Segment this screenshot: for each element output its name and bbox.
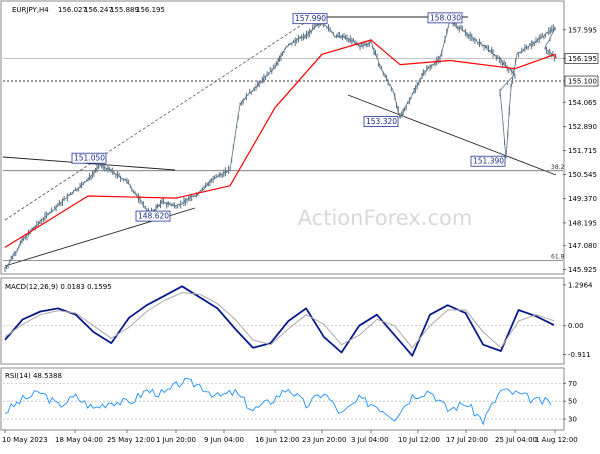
price-annotation-box [292, 13, 328, 25]
price-tick-label: 154.065 [568, 99, 597, 107]
price-panel-frame [0, 0, 565, 275]
time-tick-label: 25 May 12:00 [107, 436, 155, 444]
price-tick-label: 147.080 [568, 242, 597, 250]
price-tick-label: 150.545 [568, 171, 597, 179]
lower-wedge-line [347, 94, 557, 176]
price-line [4, 19, 556, 269]
rsi-panel-frame [0, 367, 565, 431]
macd-title: MACD(12,26,9) 0.0183 0.1595 [5, 283, 112, 291]
macd-tick-label: 0.00 [568, 322, 584, 330]
ohlc-open: 156.027 [58, 6, 87, 14]
price-tick-label: 155.100 [568, 78, 597, 86]
time-tick-label: 3 Jul 04:00 [351, 436, 389, 444]
price-header: EURJPY,H4 156.027 156.247 155.889 156.19… [12, 6, 165, 14]
price-tick-label: 149.370 [568, 195, 597, 203]
price-tick-label: 148.195 [568, 219, 597, 227]
rsi-panel-content: 70 50 30 [3, 377, 577, 426]
ohlc-high: 156.247 [84, 6, 113, 14]
price-series-group [4, 18, 557, 273]
price-tick-label: 151.715 [568, 147, 597, 155]
price-annotation-label: 157.990 [295, 14, 326, 23]
price-tick-label: 152.890 [568, 123, 597, 131]
fibonacci-label: 38.2 [551, 164, 565, 171]
time-tick-label: 1 Jun 20:00 [156, 436, 196, 444]
time-tick-label: 23 Jun 20:00 [302, 436, 346, 444]
rsi-tick-label: 30 [568, 416, 577, 424]
price-annotation-box [427, 12, 463, 24]
watermark: ActionForex.com [298, 206, 473, 230]
macd-tick-label: -0.911 [568, 351, 591, 359]
time-tick-label: 9 Jun 04:00 [204, 436, 244, 444]
rsi-tick-label: 70 [568, 380, 577, 388]
price-annotation-box [470, 155, 506, 167]
price-annotation-label: 158.030 [430, 13, 461, 22]
price-annotation-label: 151.390 [473, 157, 504, 166]
ohlc-low: 155.889 [110, 6, 139, 14]
rsi-title: RSI(14) 48.5388 [5, 372, 62, 380]
price-annotation-box [135, 210, 171, 222]
current-price-box [564, 53, 599, 64]
macd-tick-label: 1.2964 [568, 281, 593, 289]
price-annotation-label: 151.050 [74, 154, 105, 163]
upper-channel-dashed-line [4, 17, 313, 221]
price-y-axis: 157.595 156.195 155.100 154.065 152.890 151.7… [563, 26, 599, 274]
price-tick-label: 157.595 [568, 26, 597, 34]
time-axis: 10 May 2023 18 May 04:00 25 May 12:00 1 Jun… [2, 430, 578, 444]
price-annotation-box [363, 116, 399, 127]
price-tick-label: 145.925 [568, 266, 597, 274]
price-annotation-box [71, 152, 107, 164]
price-horizontal-lines: 38.2 61.8 [3, 58, 565, 262]
time-tick-label: 10 Jul 12:00 [398, 436, 440, 444]
macd-panel-content: 1.2964 0.00 -0.911 [3, 281, 593, 359]
time-tick-label: 17 Jul 20:00 [446, 436, 488, 444]
price-annotation-label: 148.620 [138, 212, 169, 221]
price-tick-label: 156.195 [568, 55, 597, 63]
rsi-tick-label: 50 [568, 398, 577, 406]
price-annotations: 157.990 158.030 151.050 148.620 153.320 151.3… [71, 12, 506, 222]
time-tick-label: 1 Aug 12:00 [535, 436, 578, 444]
moving-average-line [4, 39, 557, 248]
time-tick-label: 18 May 04:00 [55, 436, 103, 444]
macd-line [4, 285, 555, 357]
time-tick-label: 10 May 2023 [2, 436, 48, 444]
price-annotation-label: 153.320 [366, 117, 397, 126]
ohlc-close: 156.195 [136, 6, 165, 14]
time-tick-label: 16 Jun 12:00 [255, 436, 299, 444]
time-tick-label: 25 Jul 04:00 [495, 436, 537, 444]
level-price-box [564, 75, 599, 87]
symbol-title: EURJPY,H4 [12, 6, 49, 14]
macd-signal-line [4, 292, 555, 349]
fibonacci-label: 61.8 [551, 254, 565, 261]
rsi-line [4, 377, 552, 426]
